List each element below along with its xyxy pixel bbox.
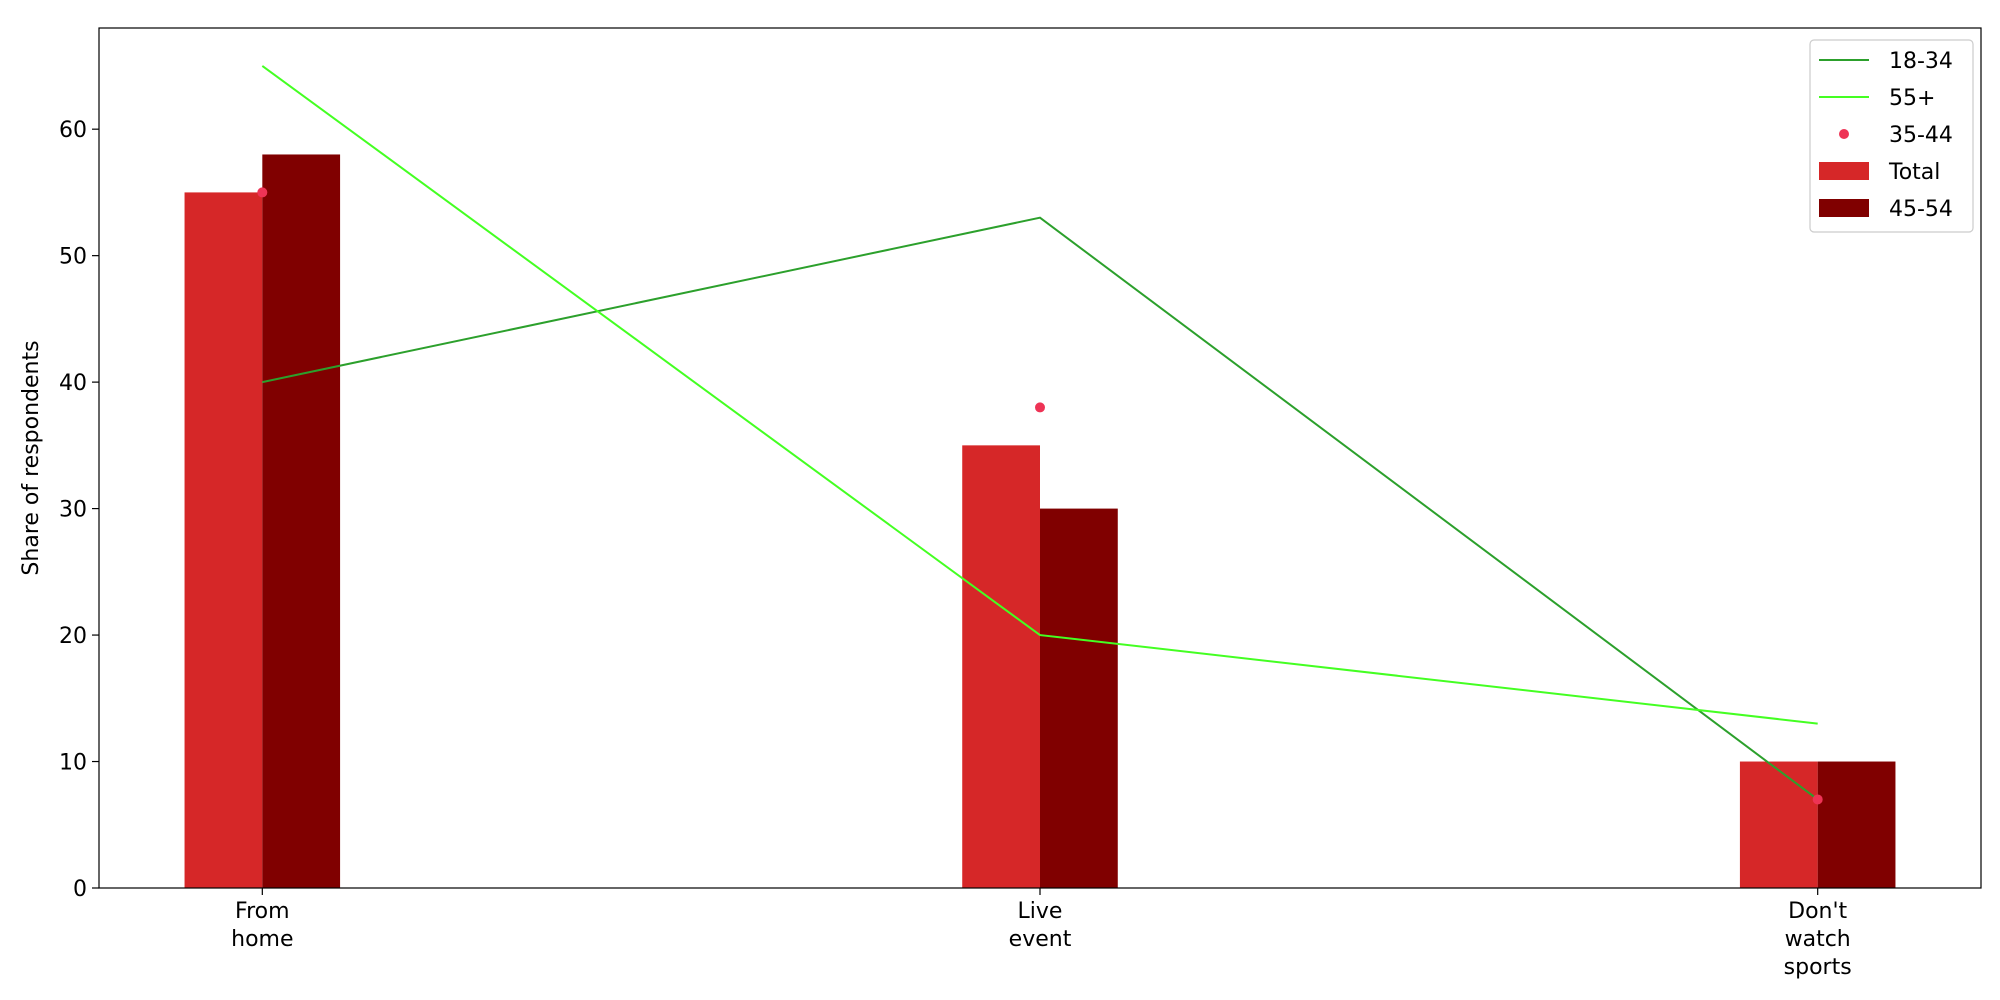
x-axis: From home Live event Don't watch sports [231, 888, 1852, 980]
legend-label-18-34: 18-34 [1889, 49, 1953, 74]
point-35-44-0 [257, 187, 268, 198]
legend: 18-34 55+ 35-44 Total 45-54 [1809, 39, 1974, 233]
point-35-44-2 [1812, 794, 1823, 805]
bar-total-2 [1739, 761, 1818, 888]
y-tick-label-40: 40 [59, 371, 87, 396]
points-layer [257, 187, 1823, 805]
y-axis: 0 10 20 30 40 50 60 [59, 118, 99, 902]
legend-label-45-54: 45-54 [1889, 197, 1953, 222]
y-tick-label-10: 10 [59, 751, 87, 776]
line-series-55- [261, 65, 1818, 725]
x-tick-label-2: Don't watch sports [1784, 899, 1852, 980]
legend-label-55-: 55+ [1889, 86, 1935, 111]
lines-layer [261, 65, 1819, 801]
y-tick-label-20: 20 [59, 624, 87, 649]
legend-box [1809, 39, 1974, 233]
line-series-18-34 [262, 216, 1819, 801]
legend-swatch-45-54 [1819, 199, 1869, 217]
y-tick-label-60: 60 [59, 118, 87, 143]
bar-45-54-2 [1817, 761, 1896, 888]
legend-label-total: Total [1888, 160, 1940, 185]
x-tick-label-0: From home [231, 899, 293, 952]
y-axis-title: Share of respondents [19, 340, 44, 575]
bars-layer [184, 154, 1896, 889]
bar-total-0 [184, 192, 263, 889]
legend-swatch-total [1819, 162, 1869, 180]
point-35-44-1 [1035, 402, 1045, 413]
legend-label-35-44: 35-44 [1889, 123, 1953, 148]
legend-swatch-35-44 [1839, 129, 1849, 139]
y-tick-label-30: 30 [59, 498, 87, 523]
y-tick-label-50: 50 [59, 245, 87, 270]
bar-45-54-1 [1040, 508, 1118, 888]
y-tick-label-0: 0 [73, 877, 87, 902]
bar-total-1 [962, 445, 1040, 888]
bar-45-54-0 [262, 154, 341, 888]
x-tick-label-1: Live event [1009, 899, 1072, 952]
